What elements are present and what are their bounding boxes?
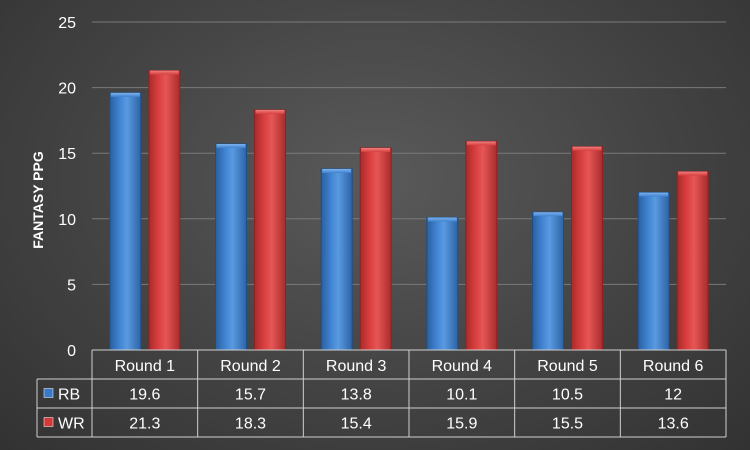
category-label: Round 2 (220, 358, 281, 375)
category-label: Round 6 (643, 358, 704, 375)
data-label: 21.3 (129, 416, 160, 433)
y-tick-label: 15 (58, 146, 76, 163)
data-label: 15.4 (341, 416, 372, 433)
data-label: 19.6 (129, 387, 160, 404)
bar-cap (678, 171, 708, 176)
data-label: 10.1 (446, 387, 477, 404)
bar-cap (533, 212, 563, 217)
data-label: 12 (664, 387, 682, 404)
legend-key-rb (43, 388, 54, 398)
bar-wr-3 (359, 147, 392, 351)
bar-wr-2 (254, 109, 286, 351)
bar-rb-5 (532, 211, 564, 351)
bar-cap (572, 146, 602, 151)
data-label: 15.7 (235, 387, 266, 404)
bar-wr-1 (148, 70, 181, 351)
bar-rb-4 (426, 216, 459, 351)
bar-cap (255, 109, 285, 114)
bar-rb-1 (109, 92, 142, 351)
y-tick-label: 25 (58, 15, 76, 32)
category-label: Round 5 (537, 358, 598, 375)
legend-key-wr (43, 417, 54, 427)
bars (92, 70, 726, 351)
y-axis-ticks: 0 5 10 15 20 25 (58, 15, 76, 360)
bar-cap (639, 192, 669, 197)
category-label: Round 4 (432, 358, 493, 375)
bar-rb-6 (637, 192, 670, 351)
bar-rb-2 (215, 143, 247, 351)
y-tick-label: 0 (67, 343, 76, 360)
data-label: 15.9 (446, 416, 477, 433)
series-name: RB (58, 387, 80, 404)
y-axis-label: FANTASY PPG (30, 151, 46, 249)
y-tick-label: 20 (58, 81, 76, 98)
data-label: 18.3 (235, 416, 266, 433)
bar-cap (466, 141, 496, 146)
bar-wr-4 (465, 140, 498, 351)
gridlines (92, 21, 726, 285)
y-tick-label: 5 (67, 277, 76, 294)
bar-cap (427, 217, 457, 222)
data-label: 10.5 (552, 387, 583, 404)
bar-wr-6 (676, 171, 709, 351)
bar-cap (149, 70, 179, 75)
data-table: Round 1 Round 2 Round 3 Round 4 Round 5 Round… (36, 349, 727, 438)
bar-cap (216, 144, 246, 149)
bar-wr-5 (571, 146, 603, 351)
bar-rb-3 (320, 168, 353, 351)
data-label: 13.8 (341, 387, 372, 404)
series-name: WR (58, 416, 85, 433)
bar-cap (110, 92, 140, 97)
y-tick-label: 10 (58, 212, 76, 229)
bar-cap (361, 147, 391, 152)
category-label: Round 3 (326, 358, 387, 375)
bar-cap (322, 168, 352, 173)
category-label: Round 1 (115, 358, 176, 375)
data-label: 13.6 (658, 416, 689, 433)
data-label: 15.5 (552, 416, 583, 433)
